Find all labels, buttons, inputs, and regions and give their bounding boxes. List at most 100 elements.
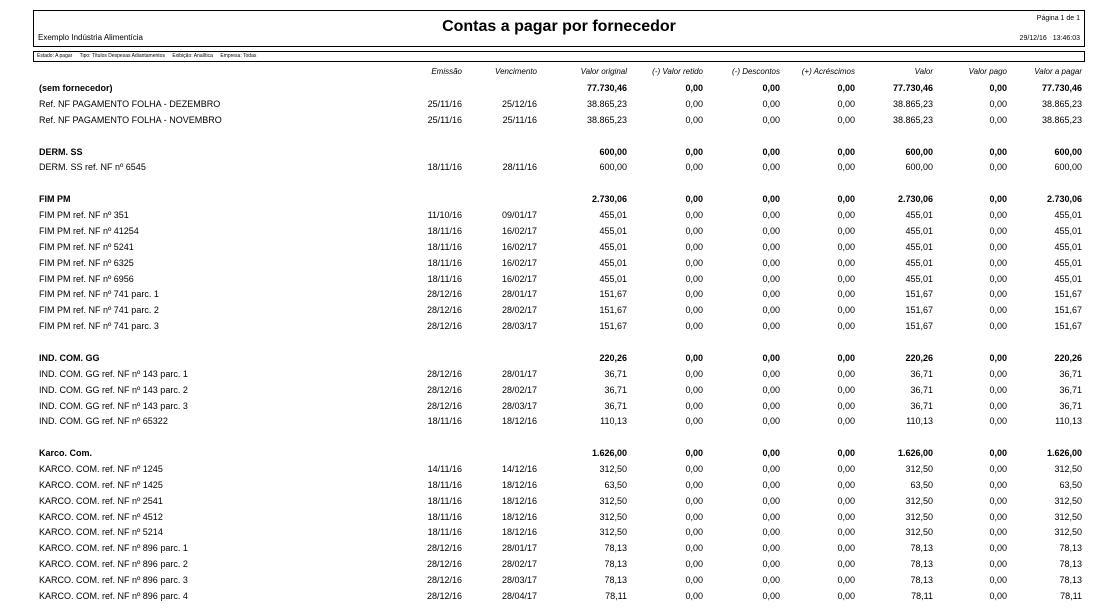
cell-valor-original: 36,71 [604,400,627,411]
cell-vencimento: 25/12/16 [501,98,537,109]
cell-valor: 600,00 [905,146,933,157]
table-row: FIM PM ref. NF nº 6956 18/11/16 16/02/17 45… [0,274,1113,288]
cell-valor-retido: 0,00 [685,114,703,125]
cell-valor: 455,01 [905,273,933,284]
table-row: FIM PM ref. NF nº 6325 18/11/16 16/02/17 45… [0,258,1113,272]
cell-acrescimos: 0,00 [837,257,855,268]
cell-acrescimos: 0,00 [837,146,855,157]
report-header: Contas a pagar por fornecedor Exemplo In… [33,10,1085,47]
cell-acrescimos: 0,00 [837,368,855,379]
cell-emissao: 28/12/16 [426,289,462,300]
cell-valor-retido: 0,00 [685,83,703,93]
cell-valor-retido: 0,00 [685,575,703,585]
cell-emissao: 28/12/16 [426,384,462,395]
row-description: FIM PM ref. NF nº 741 parc. 2 [39,305,159,316]
cell-valor-a-pagar: 151,67 [1054,321,1082,332]
cell-acrescimos: 0,00 [837,464,855,474]
row-description: FIM PM ref. NF nº 351 [39,210,129,221]
cell-valor-a-pagar: 1.626,00 [1046,448,1082,459]
cell-emissao: 18/11/16 [427,273,462,284]
row-description: Ref. NF PAGAMENTO FOLHA - NOVEMBRO [39,114,222,125]
filter-estado: Estado: A pagar [37,53,73,59]
cell-acrescimos: 0,00 [837,400,855,411]
cell-vencimento: 28/04/17 [501,590,537,601]
table-row: FIM PM ref. NF nº 351 11/10/16 09/01/17 455… [0,210,1113,224]
cell-emissao: 28/12/16 [426,305,462,316]
cell-valor-original: 78,13 [604,559,627,570]
cell-valor-a-pagar: 63,50 [1059,479,1082,490]
cell-acrescimos: 0,00 [837,590,855,601]
cell-valor: 312,50 [905,495,933,506]
cell-vencimento: 16/02/17 [501,241,537,252]
cell-valor: 36,71 [910,400,933,411]
cell-descontos: 0,00 [762,305,780,316]
cell-valor-retido: 0,00 [685,511,703,522]
cell-valor-pago: 0,00 [989,257,1007,268]
cell-valor: 455,01 [905,241,933,252]
cell-acrescimos: 0,00 [837,321,855,332]
cell-valor-retido: 0,00 [685,162,703,173]
report-title: Contas a pagar por fornecedor [442,18,676,35]
cell-valor-pago: 0,00 [989,162,1007,173]
row-description: FIM PM ref. NF nº 6956 [39,273,134,284]
cell-emissao: 28/12/16 [426,543,462,554]
cell-valor-pago: 0,00 [989,495,1007,506]
cell-valor-retido: 0,00 [685,146,703,157]
cell-vencimento: 18/12/16 [501,416,537,427]
cell-acrescimos: 0,00 [837,384,855,395]
cell-valor-pago: 0,00 [989,527,1007,538]
table-row: KARCO. COM. ref. NF nº 4512 18/11/16 18/12… [0,512,1113,526]
cell-valor: 78,13 [910,575,933,585]
row-description: IND. COM. GG ref. NF nº 65322 [39,416,168,427]
cell-valor-a-pagar: 455,01 [1054,257,1082,268]
print-time: 13:46:03 [1052,35,1080,42]
cell-vencimento: 16/02/17 [501,257,537,268]
cell-valor-pago: 0,00 [989,575,1007,585]
cell-valor: 151,67 [905,305,933,316]
cell-valor-pago: 0,00 [989,543,1007,554]
cell-descontos: 0,00 [762,352,780,363]
filter-exibicao: Exibição: Analítica [172,53,213,59]
cell-valor-original: 110,13 [600,416,627,427]
cell-acrescimos: 0,00 [837,194,855,205]
cell-vencimento: 28/02/17 [501,559,537,570]
table-row: KARCO. COM. ref. NF nº 896 parc. 4 28/12/… [0,591,1113,605]
cell-vencimento: 28/01/17 [501,543,537,554]
cell-valor-pago: 0,00 [989,273,1007,284]
cell-valor-retido: 0,00 [685,543,703,554]
cell-valor: 600,00 [905,162,933,173]
row-description: FIM PM ref. NF nº 41254 [39,225,139,236]
cell-valor-original: 600,00 [599,162,627,173]
cell-valor-retido: 0,00 [685,194,703,205]
cell-emissao: 18/11/16 [427,257,462,268]
cell-emissao: 28/12/16 [426,575,462,585]
print-date: 29/12/16 [1019,35,1047,42]
cell-valor: 312,50 [905,527,933,538]
row-description: KARCO. COM. ref. NF nº 1425 [39,479,163,490]
cell-valor: 78,13 [910,559,933,570]
col-valor-retido-header: (-) Valor retido [652,67,703,76]
row-description: IND. COM. GG ref. NF nº 143 parc. 3 [39,400,188,411]
cell-valor-pago: 0,00 [989,83,1007,93]
cell-vencimento: 28/01/17 [501,368,537,379]
cell-acrescimos: 0,00 [837,83,855,93]
row-description: KARCO. COM. ref. NF nº 4512 [39,511,163,522]
cell-valor: 455,01 [905,210,933,221]
table-row: KARCO. COM. ref. NF nº 896 parc. 3 28/12/… [0,575,1113,589]
cell-valor-a-pagar: 151,67 [1054,305,1082,316]
cell-acrescimos: 0,00 [837,511,855,522]
table-row: KARCO. COM. ref. NF nº 1245 14/11/16 14/12… [0,464,1113,478]
cell-descontos: 0,00 [762,321,780,332]
cell-valor-original: 455,01 [599,257,627,268]
filter-tipo: Tipo: Títulos Despesas Adiantamentos [79,53,165,59]
cell-acrescimos: 0,00 [837,241,855,252]
row-description: KARCO. COM. ref. NF nº 896 parc. 4 [39,590,188,601]
cell-valor-pago: 0,00 [989,479,1007,490]
cell-descontos: 0,00 [762,511,780,522]
cell-acrescimos: 0,00 [837,98,855,109]
col-descontos-header: (-) Descontos [731,67,780,76]
cell-valor-a-pagar: 600,00 [1054,146,1082,157]
cell-emissao: 18/11/16 [427,495,462,506]
cell-valor-retido: 0,00 [685,495,703,506]
cell-valor-a-pagar: 78,13 [1059,575,1082,585]
